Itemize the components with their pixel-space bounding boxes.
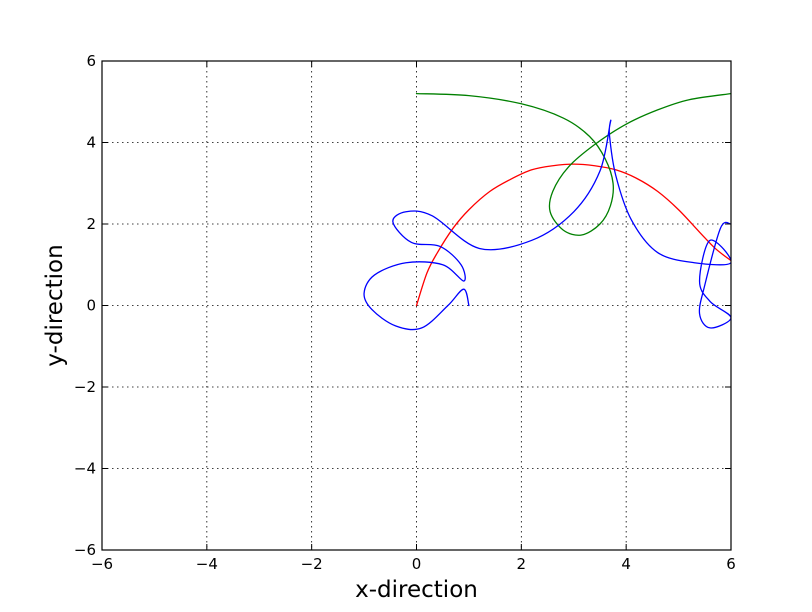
x-axis-label: x-direction [355,577,478,603]
grid-lines [102,61,731,550]
series-line-1 [415,92,731,236]
y-tick-label-2: −2 [74,378,96,396]
series-line-0 [415,163,731,307]
series-line-2 [363,119,731,331]
x-tick-label-6: 6 [726,555,736,573]
y-tick-label-4: 2 [86,215,96,233]
y-tick-label-5: 4 [86,134,96,152]
y-axis-label: y-direction [42,244,68,366]
x-tick-label-4: 2 [517,555,527,573]
x-tick-label-3: 0 [412,555,422,573]
x-tick-label-5: 4 [621,555,631,573]
tick-labels: −6 −4 −2 0 2 4 6 −6 −4 −2 0 2 4 6 [74,52,736,573]
x-tick-label-1: −4 [196,555,218,573]
tick-marks [101,60,732,551]
x-tick-label-0: −6 [91,555,113,573]
series-layer [363,92,731,331]
y-tick-label-3: 0 [86,297,96,315]
y-tick-label-6: 6 [86,52,96,70]
y-tick-label-1: −4 [74,460,96,478]
x-tick-label-2: −2 [301,555,323,573]
y-tick-label-0: −6 [74,541,96,559]
